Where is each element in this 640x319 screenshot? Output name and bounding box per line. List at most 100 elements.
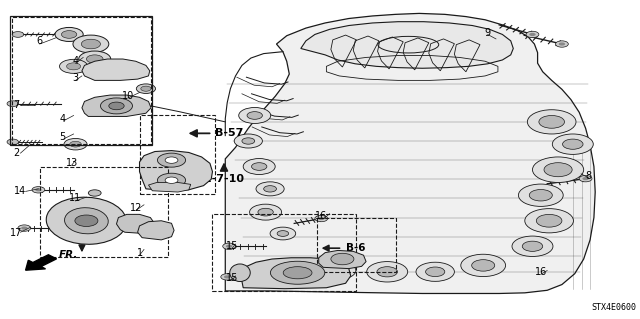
- Text: 3: 3: [72, 73, 79, 83]
- Circle shape: [165, 177, 178, 183]
- Circle shape: [136, 84, 156, 93]
- Circle shape: [165, 157, 178, 163]
- Circle shape: [7, 101, 19, 107]
- Circle shape: [416, 262, 454, 281]
- Circle shape: [563, 139, 583, 149]
- Circle shape: [21, 226, 28, 230]
- Ellipse shape: [230, 264, 250, 282]
- Circle shape: [525, 209, 573, 233]
- Text: 16: 16: [315, 211, 328, 221]
- Circle shape: [55, 27, 83, 41]
- Circle shape: [79, 51, 111, 67]
- Circle shape: [242, 138, 255, 144]
- Text: 17: 17: [10, 228, 22, 238]
- Circle shape: [544, 163, 572, 177]
- Text: 15: 15: [225, 241, 238, 251]
- Polygon shape: [116, 214, 155, 234]
- Circle shape: [67, 63, 81, 70]
- Circle shape: [226, 245, 232, 248]
- Text: FR.: FR.: [59, 250, 78, 260]
- Circle shape: [35, 188, 42, 191]
- Circle shape: [518, 184, 563, 206]
- Bar: [212, 214, 356, 291]
- Text: 6: 6: [36, 36, 43, 47]
- Text: B-6: B-6: [346, 243, 365, 253]
- Text: 10: 10: [122, 91, 134, 101]
- Circle shape: [320, 262, 356, 279]
- Text: 1: 1: [136, 248, 143, 258]
- Circle shape: [472, 260, 495, 271]
- Circle shape: [109, 102, 124, 110]
- Polygon shape: [225, 13, 595, 293]
- Circle shape: [86, 55, 103, 63]
- Circle shape: [522, 241, 543, 251]
- Polygon shape: [319, 250, 366, 269]
- Circle shape: [559, 42, 565, 46]
- Circle shape: [582, 177, 589, 180]
- Circle shape: [367, 262, 408, 282]
- Bar: [10, 16, 152, 145]
- Circle shape: [527, 110, 576, 134]
- Circle shape: [18, 225, 31, 231]
- Circle shape: [426, 267, 445, 277]
- Circle shape: [556, 41, 568, 47]
- Circle shape: [270, 227, 296, 240]
- Circle shape: [88, 190, 101, 196]
- Text: 8: 8: [586, 171, 592, 181]
- Circle shape: [377, 267, 397, 277]
- Ellipse shape: [46, 197, 127, 244]
- Bar: [40, 167, 168, 257]
- Circle shape: [277, 231, 289, 236]
- Circle shape: [221, 274, 234, 280]
- Ellipse shape: [271, 261, 325, 284]
- Circle shape: [331, 253, 354, 265]
- Ellipse shape: [284, 267, 312, 279]
- Circle shape: [64, 138, 87, 150]
- Circle shape: [512, 236, 553, 256]
- Text: 5: 5: [60, 131, 66, 142]
- Circle shape: [315, 215, 328, 222]
- Bar: [317, 218, 396, 272]
- Circle shape: [579, 175, 592, 182]
- Circle shape: [461, 254, 506, 277]
- Text: E-7-10: E-7-10: [204, 174, 244, 184]
- Circle shape: [243, 159, 275, 174]
- Circle shape: [157, 153, 186, 167]
- Polygon shape: [138, 221, 174, 240]
- Circle shape: [256, 182, 284, 196]
- Circle shape: [529, 189, 552, 201]
- Text: 2: 2: [13, 148, 19, 158]
- Ellipse shape: [65, 208, 108, 234]
- Circle shape: [223, 243, 236, 249]
- Text: 15: 15: [225, 273, 238, 283]
- Polygon shape: [301, 22, 513, 68]
- Text: E-6-10: E-6-10: [63, 230, 100, 240]
- Text: 7: 7: [13, 100, 19, 110]
- Circle shape: [12, 32, 24, 37]
- Circle shape: [318, 217, 324, 220]
- Circle shape: [252, 163, 267, 170]
- Polygon shape: [240, 258, 351, 289]
- Circle shape: [234, 134, 262, 148]
- Circle shape: [250, 204, 282, 220]
- Circle shape: [239, 108, 271, 123]
- Text: 4: 4: [72, 56, 79, 66]
- Circle shape: [61, 31, 77, 38]
- Text: 16: 16: [534, 267, 547, 277]
- Circle shape: [258, 208, 273, 216]
- Text: 14: 14: [14, 186, 27, 197]
- Circle shape: [70, 141, 81, 147]
- Circle shape: [529, 33, 536, 36]
- Text: 13: 13: [65, 158, 78, 168]
- Polygon shape: [82, 95, 151, 116]
- Text: 9: 9: [484, 27, 491, 38]
- Circle shape: [32, 187, 45, 193]
- Bar: [140, 115, 215, 194]
- Circle shape: [157, 173, 186, 187]
- Text: 12: 12: [129, 203, 142, 213]
- Text: 11: 11: [69, 193, 82, 204]
- Circle shape: [100, 98, 132, 114]
- Circle shape: [81, 39, 100, 49]
- Circle shape: [75, 215, 98, 226]
- Text: 4: 4: [60, 114, 66, 124]
